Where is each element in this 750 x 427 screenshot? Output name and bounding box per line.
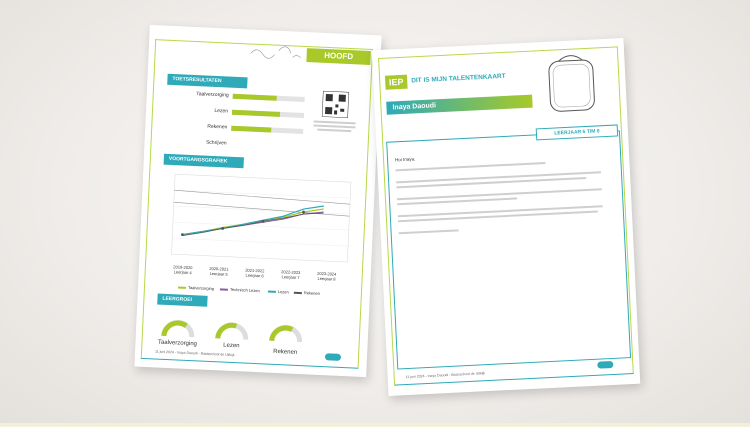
bag-illustration — [548, 55, 595, 112]
x-label: 2022-2023 Leerjaar 7 — [281, 269, 301, 280]
qr-code — [321, 90, 350, 118]
legend-label: Lezen — [277, 288, 289, 295]
legend-swatch — [177, 286, 187, 289]
doodles — [250, 46, 301, 59]
section-header: LEERGROEI — [157, 293, 208, 307]
x-label: 2023-2024 Leerjaar 8 — [317, 270, 337, 282]
footer-logo — [597, 360, 614, 369]
legend-label: Rekenen — [303, 290, 321, 296]
legend-swatch — [293, 291, 302, 295]
talent-card-page: IEP DIT IS MIJN TALENTENKAART Inaya Daou… — [371, 38, 641, 396]
footer-logo — [324, 353, 342, 361]
bottom-strip — [0, 423, 750, 427]
logo: IEP — [384, 74, 408, 90]
content-box — [386, 130, 632, 370]
header-tab: HOOFD — [306, 48, 371, 65]
legend-swatch — [267, 290, 276, 293]
x-label: 2021-2022 Leerjaar 6 — [245, 267, 265, 279]
progress-graph — [171, 173, 352, 263]
greeting: Hoi Inaya, — [394, 156, 416, 163]
x-label: 2020-2021 Leerjaar 5 — [209, 265, 229, 277]
gauges — [161, 320, 303, 343]
report-page: HOOFD TOETSRESULTATEN Taalverzorging Lez… — [134, 24, 382, 378]
legend-swatch — [219, 288, 228, 291]
x-label: 2019-2020 Leerjaar 4 — [173, 264, 193, 276]
